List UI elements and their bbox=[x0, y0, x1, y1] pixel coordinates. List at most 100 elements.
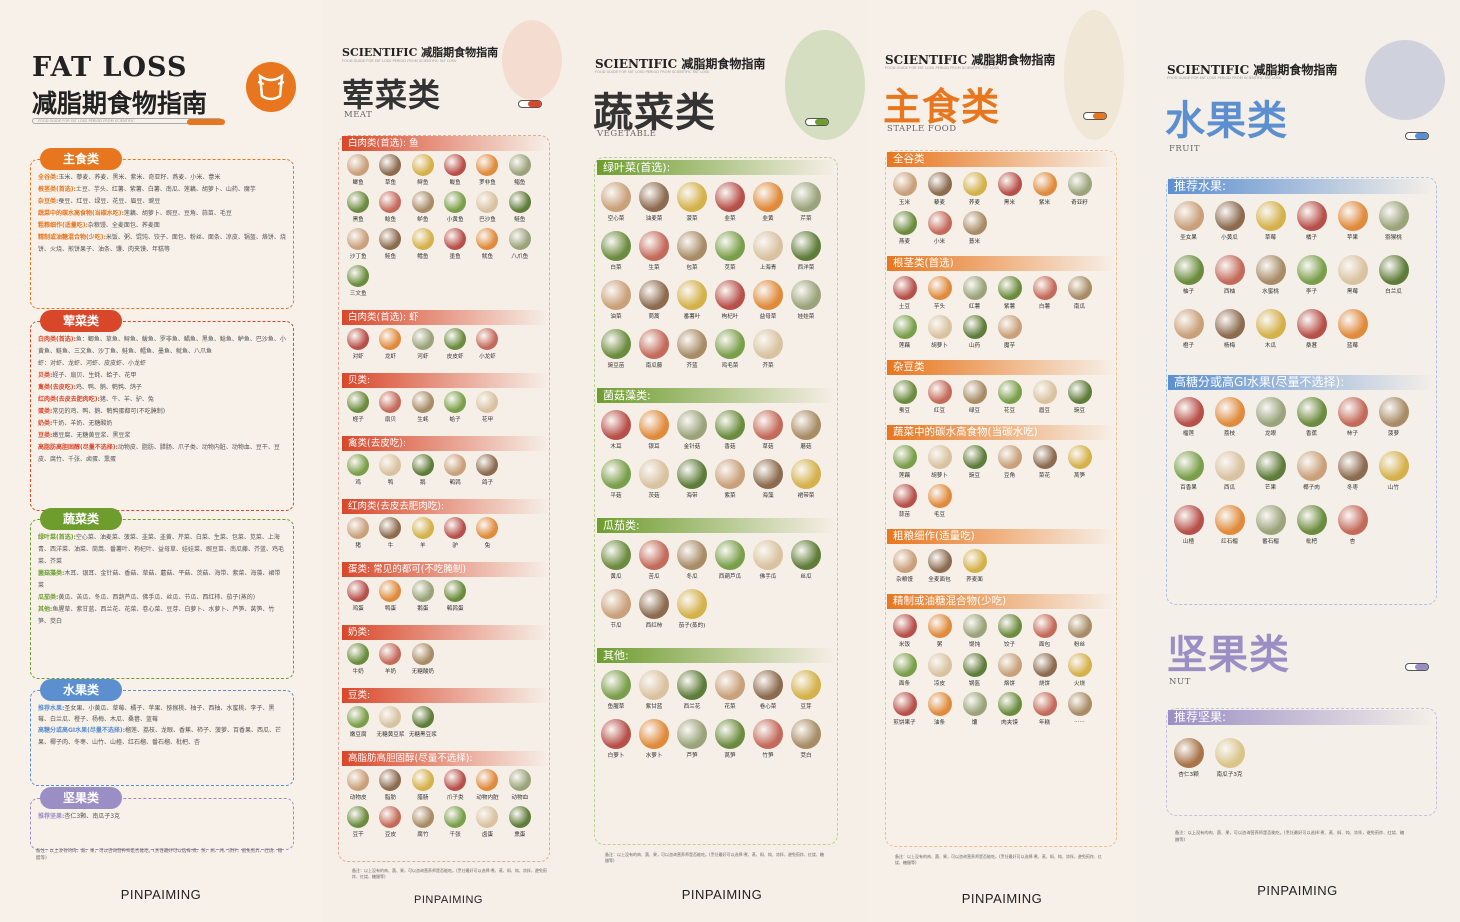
meat-food-item: 动物血 bbox=[504, 769, 536, 806]
fruit-food-image bbox=[1255, 505, 1286, 535]
meat-toggle[interactable] bbox=[518, 100, 542, 108]
meat-food-label: 三文鱼 bbox=[349, 291, 367, 297]
staple-toggle[interactable] bbox=[1083, 112, 1107, 120]
summary-line: 虾：对虾、龙虾、河虾、皮皮虾、小龙虾 bbox=[38, 358, 286, 370]
meat-food-item: 鸭蛋 bbox=[374, 580, 406, 617]
fruit-note: 备注：以上没有的肉、蔬、果，可以咨询营养师是否能吃。(烹饪最好可以选择:煮、蒸、… bbox=[1175, 830, 1405, 842]
veg-food-label: 油麦菜 bbox=[645, 216, 663, 222]
veg-toggle[interactable] bbox=[805, 118, 829, 126]
meat-food-label: 鸡蛋 bbox=[352, 606, 364, 612]
veg-food-label: 茭白 bbox=[800, 753, 812, 759]
veg-food-label: 水萝卜 bbox=[645, 753, 663, 759]
staple-food-item: 粉丝 bbox=[1062, 614, 1097, 653]
fruit-panel: SCIENTIFIC 减脂期食物指南 FOOD GUIDE FOR FAT LO… bbox=[1135, 0, 1460, 922]
blueberry-decoration bbox=[1365, 40, 1445, 120]
meat-food-item: 鲳鱼 bbox=[504, 154, 536, 191]
meat-food-image bbox=[347, 643, 370, 665]
fruit-food-label: 冬枣 bbox=[1346, 485, 1359, 491]
meat-food-image bbox=[508, 769, 531, 791]
veg-food-label: 芹菜 bbox=[800, 216, 812, 222]
staple-food-label: 菜花 bbox=[1038, 473, 1051, 479]
veg-food-label: 花菜 bbox=[724, 704, 736, 710]
staple-item-grid: 土豆 芋头 红薯 紫薯 白薯 南瓜 莲藕 胡萝卜 山药 魔芋 bbox=[887, 276, 1097, 354]
staple-food-item: 豆角 bbox=[992, 445, 1027, 484]
meat-food-label: 鹌鹑 bbox=[449, 480, 461, 486]
veg-food-item: 上海青 bbox=[749, 231, 787, 280]
veg-food-image bbox=[601, 589, 631, 619]
staple-food-item: 豌豆 bbox=[957, 445, 992, 484]
meat-food-item: 鸡 bbox=[342, 454, 374, 491]
summary-line-value: 常见的鸡、鸭、鹅、鹌鹑蛋都可(不吃腌制) bbox=[52, 408, 166, 415]
summary-line-value: 杏仁3颗、南瓜子3克 bbox=[64, 813, 121, 820]
meat-food-label: 鹅 bbox=[420, 480, 426, 486]
veg-food-item: 南瓜藤 bbox=[635, 329, 673, 378]
fruit-toggle[interactable] bbox=[1405, 132, 1429, 140]
meat-food-image bbox=[411, 706, 434, 728]
veg-food-item: 芦笋 bbox=[673, 719, 711, 768]
staple-food-item: 米饭 bbox=[887, 614, 922, 653]
summary-title-cn: 减脂期食物指南 bbox=[32, 89, 208, 118]
veg-item-grid: 鱼腥草 紫甘蓝 西兰花 花菜 卷心菜 豆芽 白萝卜 水萝卜 芦笋 莴笋 竹笋 茭白 bbox=[597, 670, 825, 768]
summary-section-box: 推荐水果:圣女果、小黄瓜、草莓、橘子、苹果、猕猴桃、柚子、西柚、水蜜桃、李子、黑… bbox=[30, 690, 294, 786]
meat-food-item: 黑鱼 bbox=[342, 191, 374, 228]
fruit-food-item: 荔枝 bbox=[1209, 397, 1250, 451]
staple-food-item: 煎饼果子 bbox=[887, 692, 922, 731]
staple-food-label: 胡萝卜 bbox=[931, 473, 948, 479]
summary-line-key: 禽类(去皮吃): bbox=[38, 384, 76, 391]
fruit-food-label: 圣女果 bbox=[1180, 235, 1197, 241]
summary-panel: FAT LOSS 减脂期食物指南 FOOD GUIDE FOR FAT LOSS… bbox=[0, 0, 322, 922]
meat-food-item: 鹅蛋 bbox=[407, 580, 439, 617]
meat-footer: PINPAIMING bbox=[414, 894, 483, 906]
staple-food-image bbox=[962, 276, 987, 300]
veg-food-label: 丝瓜 bbox=[800, 574, 812, 580]
fruit-food-image bbox=[1337, 397, 1368, 427]
fruit-food-item: 小黄瓜 bbox=[1209, 201, 1250, 255]
fruit-food-item: 百香果 bbox=[1168, 451, 1209, 505]
veg-food-label: 竹笋 bbox=[762, 753, 774, 759]
meat-sci-title: SCIENTIFIC 减脂期食物指南 bbox=[342, 46, 499, 59]
staple-food-item: 魔芋 bbox=[992, 315, 1027, 354]
staple-food-label: 油条 bbox=[933, 720, 946, 726]
veg-food-label: 益母草 bbox=[759, 314, 777, 320]
nut-toggle[interactable] bbox=[1405, 663, 1429, 671]
veg-food-label: 菠菜 bbox=[686, 216, 698, 222]
fruit-food-label: 苹果 bbox=[1346, 235, 1359, 241]
veg-food-image bbox=[715, 540, 745, 570]
nut-food-label: 杏仁3颗 bbox=[1178, 772, 1199, 778]
staple-food-item: 全麦面包 bbox=[922, 549, 957, 588]
fruit-food-label: 水蜜桃 bbox=[1262, 289, 1279, 295]
nut-category-title: 坚果类 bbox=[1167, 631, 1290, 678]
veg-food-item: 苦瓜 bbox=[635, 540, 673, 589]
meat-food-image bbox=[379, 454, 402, 476]
staple-food-item: 肉夹馍 bbox=[992, 692, 1027, 731]
staple-food-image bbox=[927, 653, 952, 677]
veg-food-item: 油麦菜 bbox=[635, 182, 673, 231]
veg-food-item: 芹菜 bbox=[787, 182, 825, 231]
staple-food-image bbox=[962, 445, 987, 469]
veg-food-item: 茄子(蒸的) bbox=[673, 589, 711, 638]
meat-food-image bbox=[476, 806, 499, 828]
meat-food-image bbox=[411, 769, 434, 791]
meat-food-item: 卤蛋 bbox=[471, 806, 503, 843]
summary-line: 其他:鱼腥草、紫甘蓝、西兰花、花菜、卷心菜、豆芽、白萝卜、水萝卜、芦笋、莴笋、竹… bbox=[38, 604, 286, 628]
veg-food-image bbox=[677, 410, 707, 440]
staple-food-label: 豌豆 bbox=[968, 473, 981, 479]
staple-food-item: 凉皮 bbox=[922, 653, 957, 692]
meat-food-label: 羊 bbox=[420, 543, 426, 549]
fruit-food-image bbox=[1337, 255, 1368, 285]
summary-line-key: 贝类: bbox=[38, 372, 53, 379]
veg-food-label: 蘑菇 bbox=[800, 444, 812, 450]
veg-food-image bbox=[601, 182, 631, 212]
veg-food-item: 苋菜 bbox=[711, 231, 749, 280]
fruit-food-label: 李子 bbox=[1305, 289, 1318, 295]
meat-item-grid: 蛏子 扇贝 生蚝 蛤子 花甲 bbox=[342, 391, 536, 428]
waist-icon bbox=[246, 62, 296, 112]
staple-food-image bbox=[997, 276, 1022, 300]
staple-food-item: 花豆 bbox=[992, 380, 1027, 419]
staple-food-label: 馄饨 bbox=[968, 642, 981, 648]
staple-food-image bbox=[927, 276, 952, 300]
staple-food-label: 绿豆 bbox=[968, 408, 981, 414]
summary-section-pill: 荤菜类 bbox=[40, 310, 122, 332]
summary-line-value: 米饭、粥、馄饨、饺子、面包、粉丝、面条、凉皮、锅盔、烙饼、烧饼、火烧、煎饼果子、… bbox=[38, 234, 286, 253]
nut-category-en: NUT bbox=[1169, 677, 1191, 687]
